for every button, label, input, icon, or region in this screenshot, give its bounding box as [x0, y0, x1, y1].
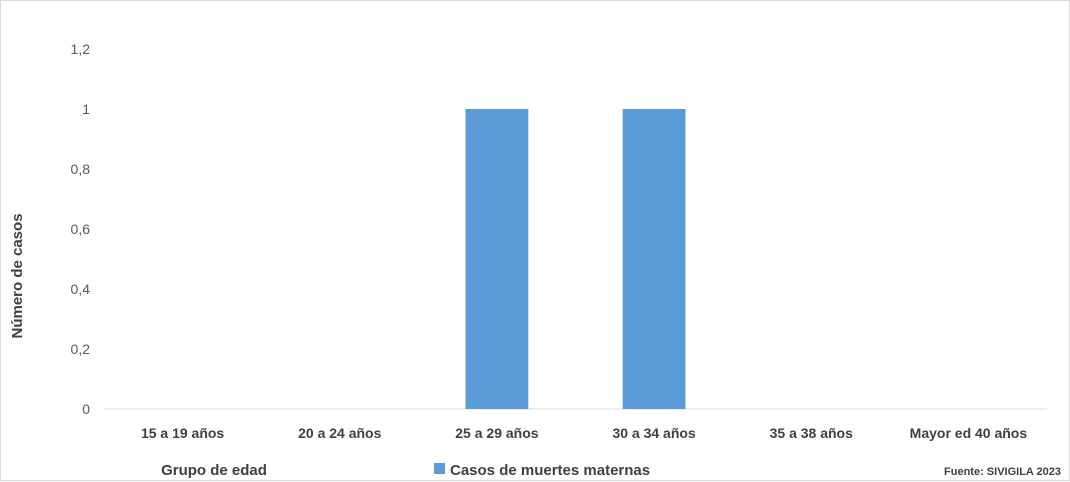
source-note: Fuente: SIVIGILA 2023 [944, 466, 1061, 478]
x-tick-label: Mayor ed 40 años [910, 425, 1028, 441]
bars [465, 109, 686, 409]
y-tick-label: 0,8 [71, 161, 91, 177]
x-tick-label: 20 a 24 años [298, 425, 381, 441]
x-tick-label: 25 a 29 años [455, 425, 538, 441]
x-axis-title: Grupo de edad [161, 462, 267, 479]
bar [622, 109, 686, 409]
y-tick-label: 0,4 [71, 281, 91, 297]
y-tick-label: 0,2 [71, 341, 91, 357]
x-tick-label: 30 a 34 años [612, 425, 695, 441]
y-axis-title: Número de casos [9, 213, 26, 338]
legend-swatch [434, 463, 445, 474]
x-tick-label: 15 a 19 años [141, 425, 224, 441]
y-tick-label: 1 [82, 101, 90, 117]
y-axis-ticks: 0 0,2 0,4 0,6 0,8 1 1,2 [71, 41, 91, 417]
y-tick-label: 1,2 [71, 41, 91, 57]
x-tick-label: 35 a 38 años [770, 425, 853, 441]
bar [465, 109, 529, 409]
legend-label: Casos de muertes maternas [450, 462, 650, 479]
y-tick-label: 0,6 [71, 221, 91, 237]
y-tick-label: 0 [82, 401, 90, 417]
x-axis-ticks: 15 a 19 años 20 a 24 años 25 a 29 años 30 a… [141, 425, 1027, 441]
